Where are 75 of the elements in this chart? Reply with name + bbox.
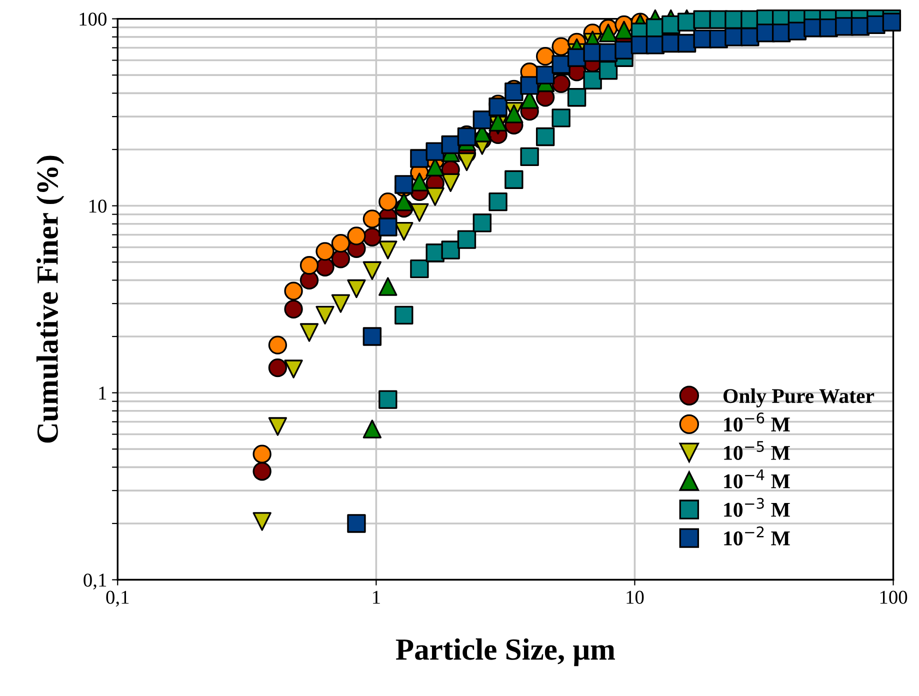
point — [362, 261, 382, 280]
point — [520, 76, 539, 95]
x-axis-title: Particle Size, μm — [396, 638, 615, 666]
x-tick-label: 0,1 — [106, 590, 129, 607]
point — [410, 260, 429, 278]
point — [394, 192, 414, 212]
point — [378, 218, 398, 236]
point — [284, 360, 303, 378]
point — [300, 256, 319, 275]
point — [394, 175, 414, 194]
x-tick-label: 10 — [626, 590, 644, 604]
point — [552, 74, 570, 93]
legend-label: Only Pure Water — [724, 388, 874, 408]
legend-label: 10$^{−4}$ M — [724, 470, 790, 488]
point — [552, 37, 570, 56]
point — [300, 270, 319, 290]
point — [504, 104, 524, 124]
point — [536, 66, 555, 84]
point — [410, 149, 429, 168]
point — [316, 306, 334, 325]
point — [347, 226, 366, 246]
point — [252, 462, 272, 481]
point — [331, 234, 350, 253]
point — [268, 358, 288, 378]
point — [457, 230, 476, 249]
point — [252, 512, 272, 531]
point — [598, 24, 618, 42]
point — [362, 210, 382, 228]
point — [378, 240, 398, 260]
point — [441, 135, 460, 154]
point — [441, 240, 460, 260]
x-tick-label: 1 — [373, 590, 380, 604]
point — [362, 327, 382, 346]
point — [394, 306, 414, 325]
legend-label: 10$^{−5}$ M — [724, 441, 790, 460]
y-tick-label: 0,1 — [84, 574, 106, 590]
point — [583, 70, 602, 90]
point — [488, 192, 508, 212]
point — [536, 127, 555, 146]
point — [567, 88, 586, 107]
point — [472, 110, 492, 130]
point — [300, 323, 319, 342]
legend-label: 10$^{−6}$ M — [724, 412, 790, 432]
point — [347, 514, 366, 533]
point — [536, 46, 555, 66]
point — [441, 173, 460, 192]
point — [552, 108, 570, 128]
legend-label: 10$^{−2}$ M — [724, 526, 790, 546]
y-tick-label: 10 — [89, 200, 106, 213]
y-tick-label: 1 — [99, 386, 106, 400]
point — [331, 294, 350, 313]
point — [316, 242, 334, 261]
point — [252, 444, 272, 464]
point — [614, 40, 634, 60]
point — [488, 98, 508, 116]
point — [378, 277, 398, 296]
point — [882, 12, 902, 32]
point — [520, 147, 539, 166]
point — [284, 300, 303, 318]
point — [410, 203, 429, 222]
point — [472, 214, 492, 232]
y-axis-title: Cumulative Finer (%) — [36, 156, 64, 443]
point — [284, 282, 303, 300]
x-tick-label: 100 — [880, 590, 908, 604]
point — [268, 417, 288, 436]
legend-label: 10$^{−3}$ M — [724, 498, 790, 517]
point — [331, 250, 350, 268]
point — [362, 420, 382, 438]
point — [268, 336, 288, 354]
point — [347, 279, 366, 298]
point — [504, 170, 524, 189]
y-tick-label: 100 — [80, 12, 106, 26]
point — [740, 28, 760, 46]
point — [378, 192, 398, 212]
point — [378, 390, 398, 409]
